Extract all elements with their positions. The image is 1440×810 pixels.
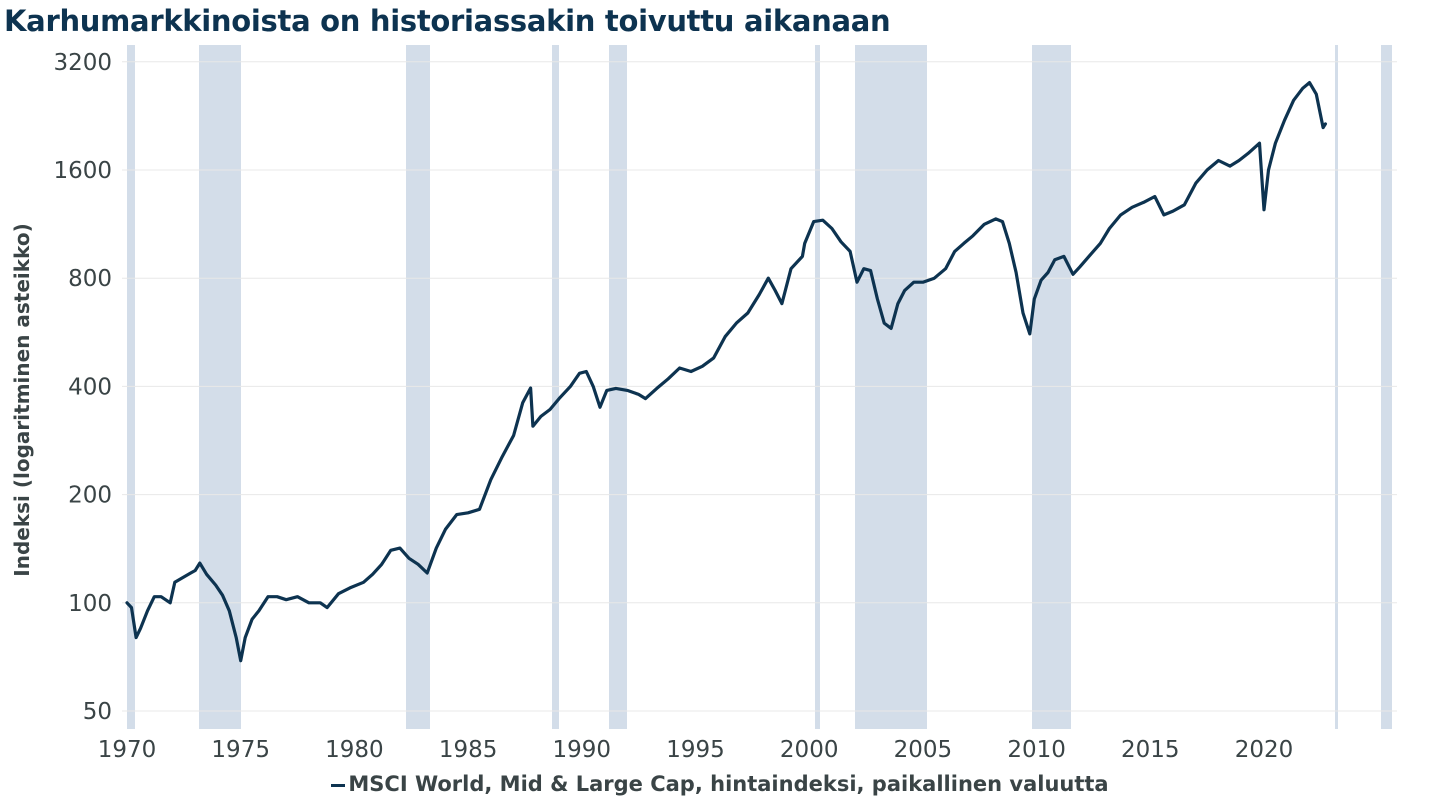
x-tick-label: 2015 xyxy=(1121,737,1180,763)
x-tick-label: 2010 xyxy=(1007,737,1066,763)
x-axis-ticks: 1970 1975 1980 1985 1990 1995 2000 2005 2010 2015… xyxy=(98,737,1294,763)
bear-market-band xyxy=(1381,45,1392,729)
y-tick-label: 1600 xyxy=(53,158,112,184)
y-tick-label: 50 xyxy=(83,699,112,725)
bear-market-band xyxy=(855,45,927,729)
legend-swatch xyxy=(331,783,346,787)
chart-title: Karhumarkkinoista on historiassakin toiv… xyxy=(4,4,891,38)
x-tick-label: 1990 xyxy=(553,737,612,763)
y-tick-label: 800 xyxy=(68,266,112,292)
y-axis-ticks: 50 100 200 400 800 1600 3200 xyxy=(53,50,112,725)
y-tick-label: 400 xyxy=(68,374,112,400)
y-tick-label: 200 xyxy=(68,483,112,509)
bear-market-band xyxy=(1335,45,1338,729)
x-tick-label: 2020 xyxy=(1235,737,1294,763)
y-tick-label: 3200 xyxy=(53,50,112,76)
x-tick-label: 1995 xyxy=(666,737,725,763)
bear-market-band xyxy=(609,45,627,729)
x-tick-label: 2005 xyxy=(894,737,953,763)
y-axis-label: Indeksi (logaritminen asteikko) xyxy=(10,223,34,576)
bear-market-band xyxy=(127,45,135,729)
legend: MSCI World, Mid & Large Cap, hintaindeks… xyxy=(0,772,1440,796)
bear-market-band xyxy=(199,45,241,729)
bear-market-band xyxy=(815,45,820,729)
x-tick-label: 2000 xyxy=(780,737,839,763)
y-tick-label: 100 xyxy=(68,591,112,617)
bear-market-band xyxy=(1032,45,1071,729)
bear-market-band xyxy=(552,45,559,729)
bear-market-bands xyxy=(127,45,1392,729)
series-line xyxy=(125,81,1327,663)
x-tick-label: 1970 xyxy=(98,737,157,763)
bear-market-band xyxy=(406,45,430,729)
gridlines xyxy=(122,61,1397,712)
x-tick-label: 1975 xyxy=(211,737,270,763)
x-tick-label: 1985 xyxy=(439,737,498,763)
x-tick-label: 1980 xyxy=(325,737,384,763)
legend-label: MSCI World, Mid & Large Cap, hintaindeks… xyxy=(348,772,1109,796)
